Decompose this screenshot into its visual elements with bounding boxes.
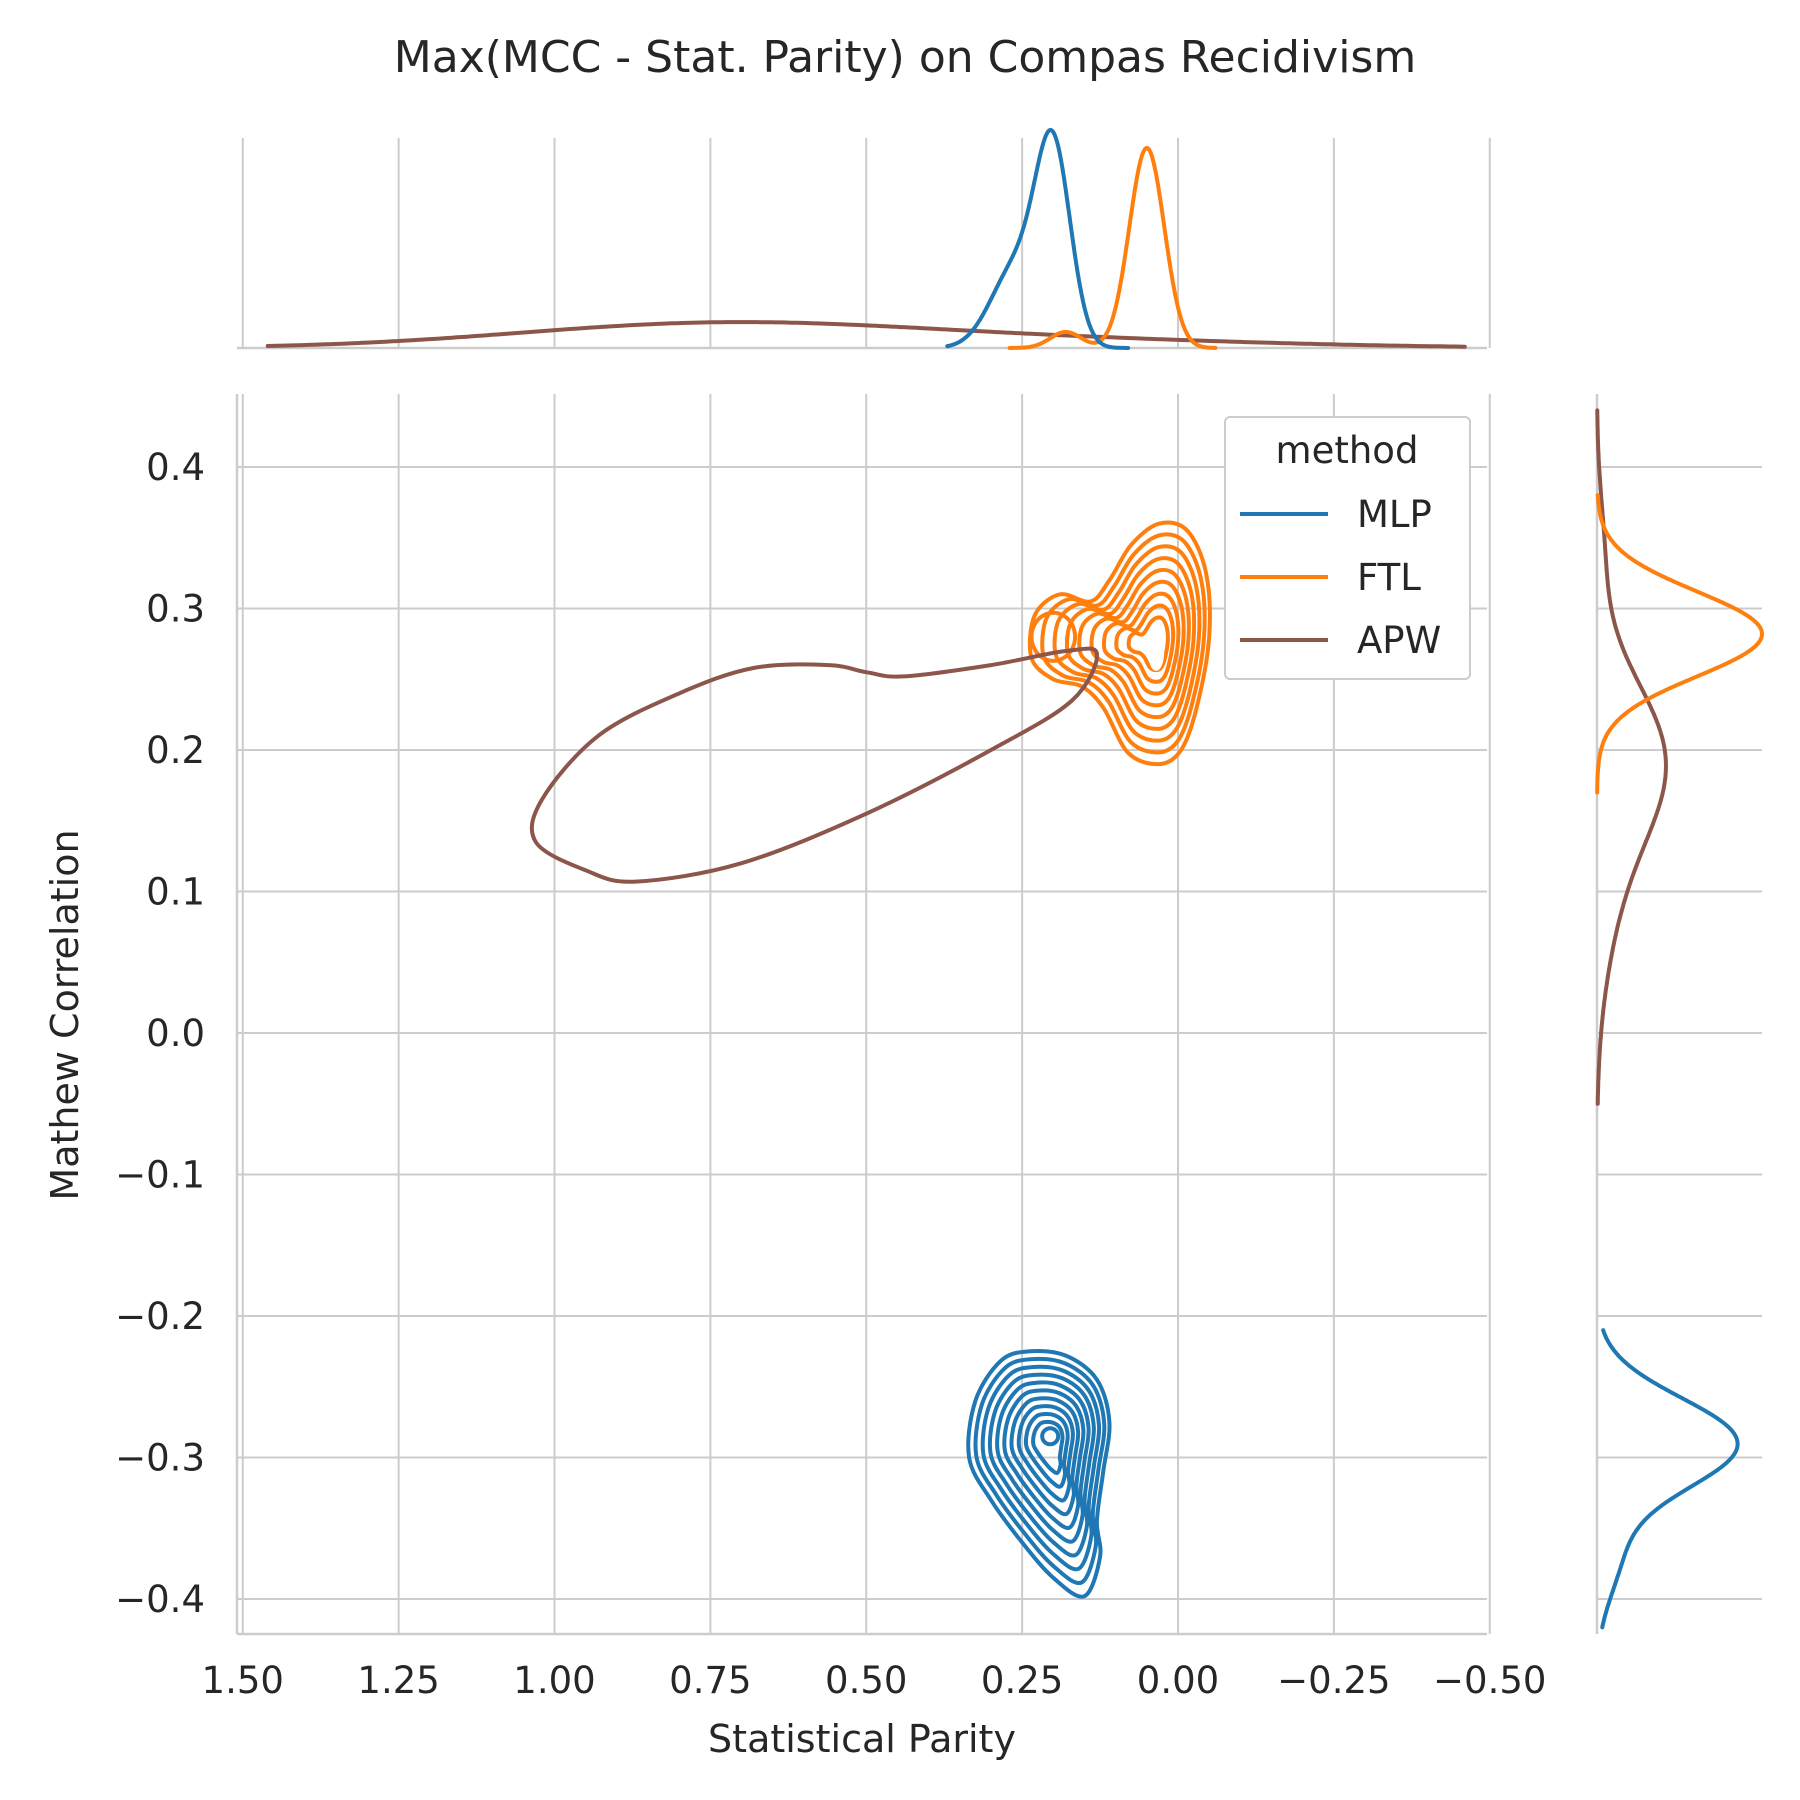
apw-contour [529,646,1099,884]
top-marginal-apw [265,320,1467,349]
y-tick-label: 0.1 [146,871,205,914]
y-tick-label: 0.0 [146,1012,205,1055]
legend-label-ftl: FTL [1357,556,1421,599]
ftl-contour [1126,615,1170,673]
ftl-contour [1064,556,1197,731]
y-axis-label: Mathew Correlation [43,829,87,1200]
right-marginal-kde [1595,408,1764,1630]
mlp-contour [1002,1388,1086,1531]
mlp-contour-core [1040,1426,1061,1447]
x-tick-label: 0.00 [1137,1659,1219,1702]
mlp-contour [987,1372,1096,1558]
legend-title: method [1276,429,1419,472]
x-tick-label: 1.25 [357,1659,439,1702]
kde-contours [529,520,1212,1599]
top-marginal-ftl [1007,146,1218,350]
mlp-contour [1023,1412,1070,1489]
ftl-contour [1040,532,1207,755]
legend: method MLP FTL APW [1224,416,1471,680]
mlp-contour [980,1364,1102,1572]
ftl-contour-core [1148,630,1165,671]
x-tick-label: −0.25 [1277,1659,1390,1702]
x-tick-labels: 1.50 1.25 1.00 0.75 0.50 0.25 0.00 −0.25 −0.50 [202,1659,1547,1702]
top-marginal-kde [265,128,1467,350]
top-marginal-mlp [945,128,1131,350]
y-tick-label: 0.4 [146,446,205,489]
mlp-contour [1031,1419,1065,1475]
y-tick-label: −0.1 [115,1154,205,1197]
x-tick-label: 1.00 [513,1659,595,1702]
legend-label-mlp: MLP [1357,493,1432,536]
ftl-contour [1027,520,1212,767]
axes-spines [235,346,1599,1636]
ftl-contour [1101,591,1181,696]
y-tick-label: 0.3 [146,588,205,631]
right-marginal-ftl [1595,493,1764,795]
y-tick-label: −0.2 [115,1295,205,1338]
y-tick-labels: 0.4 0.3 0.2 0.1 0.0 −0.1 −0.2 −0.3 −0.4 [115,446,205,1621]
ftl-contour [1052,544,1202,743]
main-grid [237,394,1491,1634]
legend-box [1224,416,1471,680]
top-marginal-grid [241,138,1491,348]
y-tick-label: 0.2 [146,729,205,772]
right-marginal-mlp [1600,1328,1740,1630]
right-marginal-apw [1595,408,1668,1106]
mlp-contour [1009,1396,1081,1517]
ftl-satellite-contour [1029,610,1078,663]
ftl-contour [1077,567,1191,720]
x-tick-label: −0.50 [1433,1659,1546,1702]
x-tick-label: 0.75 [669,1659,751,1702]
chart-title: Max(MCC - Stat. Parity) on Compas Recidi… [394,32,1416,83]
legend-items: MLP FTL APW [1240,493,1441,662]
mlp-contour [995,1380,1091,1544]
right-marginal-grid [1597,466,1762,1600]
mlp-contour [973,1356,1107,1586]
y-tick-label: −0.4 [115,1578,205,1621]
y-tick-label: −0.3 [115,1437,205,1480]
ftl-contour [1114,603,1176,684]
x-axis-label: Statistical Parity [708,1717,1016,1761]
mlp-contour [1016,1404,1075,1503]
mlp-contour [966,1348,1112,1599]
x-tick-label: 1.50 [202,1659,284,1702]
legend-label-apw: APW [1357,619,1441,662]
x-tick-label: 0.50 [825,1659,907,1702]
ftl-contour [1089,579,1186,708]
x-tick-label: 0.25 [981,1659,1063,1702]
